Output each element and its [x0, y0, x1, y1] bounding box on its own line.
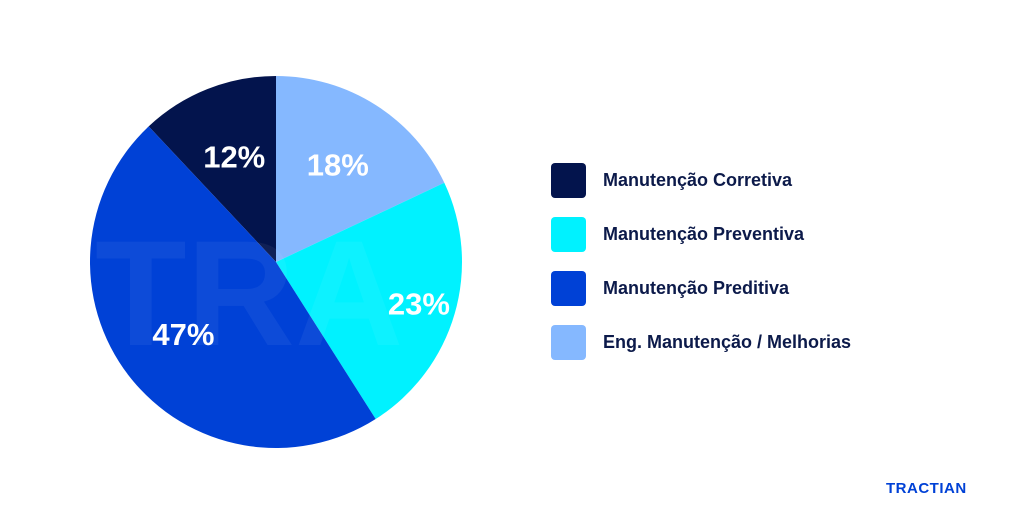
- pie-slice-12: [148, 76, 276, 262]
- slice-label-12: 12%: [203, 140, 265, 175]
- pie-slice-18: [276, 76, 445, 262]
- legend-label: Manutenção Preditiva: [603, 277, 790, 298]
- legend-item-corretiva: Manutenção Corretiva: [551, 162, 851, 198]
- legend-label: Eng. Manutenção / Melhorias: [603, 331, 852, 352]
- legend-swatch: [551, 324, 586, 360]
- legend-swatch: [551, 270, 586, 306]
- pie-slices: [90, 76, 462, 448]
- watermark-text: TRA: [95, 209, 403, 377]
- tractian-logo: TRACTIAN: [886, 480, 967, 497]
- legend-item-preditiva: Manutenção Preditiva: [551, 270, 851, 306]
- legend-swatch: [551, 162, 586, 198]
- slice-label-18: 18%: [307, 148, 369, 183]
- legend-item-preventiva: Manutenção Preventiva: [551, 216, 851, 252]
- pie-slice-23: [276, 182, 462, 420]
- pie-labels: 12% 18% 23% 47%: [152, 140, 450, 352]
- legend: Manutenção Corretiva Manutenção Preventi…: [551, 162, 851, 378]
- legend-item-melhorias: Eng. Manutenção / Melhorias: [551, 324, 851, 360]
- legend-swatch: [551, 216, 586, 252]
- legend-label: Manutenção Corretiva: [603, 169, 793, 190]
- pie-slice-47: [90, 126, 376, 448]
- slice-label-47: 47%: [152, 317, 214, 352]
- legend-label: Manutenção Preventiva: [603, 223, 805, 244]
- slice-label-23: 23%: [388, 287, 450, 322]
